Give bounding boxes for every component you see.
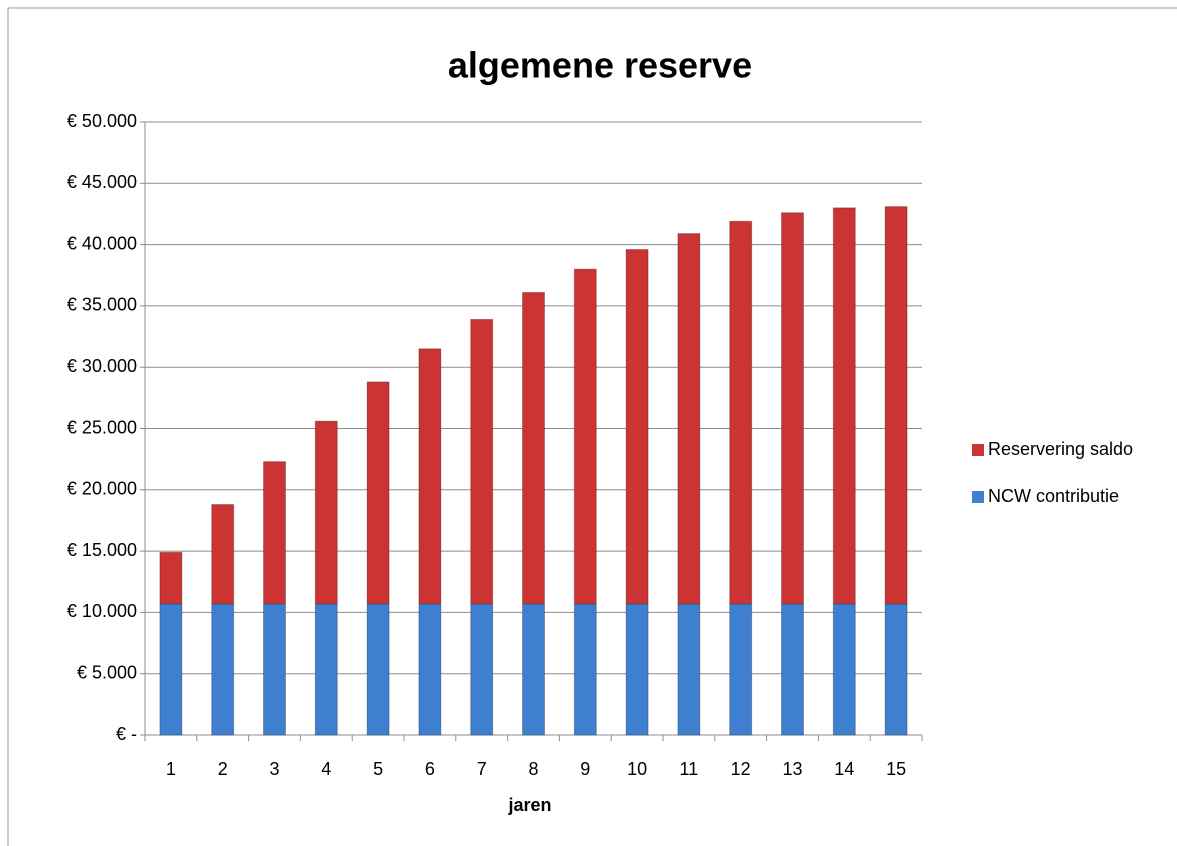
bar-segment (418, 603, 442, 736)
y-tick-label: € 10.000 (67, 601, 137, 621)
x-tick-label: 11 (680, 759, 699, 779)
bar-segment (573, 603, 597, 736)
bar-segment (573, 268, 597, 605)
x-tick-label: 5 (373, 759, 383, 779)
y-tick-label: € 25.000 (67, 417, 137, 437)
y-tick-label: € 40.000 (67, 233, 137, 253)
x-tick-label: 15 (886, 759, 906, 779)
y-tick-label: € 30.000 (67, 356, 137, 376)
bar-segment (781, 603, 804, 736)
chart-frame (7, 7, 1177, 846)
y-tick-label: € 50.000 (67, 111, 137, 131)
x-tick-label: 10 (627, 759, 647, 779)
x-tick-label: 13 (782, 759, 802, 779)
bar-segment (677, 233, 701, 605)
bar-segment (314, 603, 338, 736)
y-tick-label: € 35.000 (67, 295, 137, 315)
bar-segment (884, 603, 908, 736)
bar-segment (263, 603, 286, 736)
bar-segment (832, 603, 856, 736)
bar-segment (470, 318, 494, 605)
legend-swatch (972, 444, 984, 456)
bar-segment (470, 603, 494, 736)
bar-segment (781, 212, 804, 605)
bar-segment (832, 207, 856, 605)
x-tick-label: 14 (834, 759, 854, 779)
x-tick-label: 3 (269, 759, 279, 779)
legend-label: Reservering saldo (988, 439, 1133, 459)
bar-segment (366, 603, 390, 736)
bar-segment (677, 603, 701, 736)
x-axis-label: jaren (507, 795, 551, 815)
bar-segment (729, 220, 753, 605)
bar-segment (263, 461, 286, 605)
x-tick-label: 12 (731, 759, 751, 779)
x-tick-label: 9 (580, 759, 590, 779)
y-tick-label: € 20.000 (67, 479, 137, 499)
bar-segment (211, 603, 235, 736)
bar-segment (625, 603, 649, 736)
y-tick-label: € 15.000 (67, 540, 137, 560)
bar-segment (522, 603, 545, 736)
bar-segment (159, 603, 183, 736)
bar-segment (729, 603, 753, 736)
y-tick-label: € 5.000 (77, 662, 137, 682)
x-tick-label: 4 (321, 759, 331, 779)
bar-segment (211, 504, 235, 605)
x-tick-label: 7 (477, 759, 487, 779)
y-tick-label: € - (116, 724, 137, 744)
bar-segment (366, 381, 390, 605)
bar-segment (418, 348, 442, 605)
legend-label: NCW contributie (988, 486, 1119, 506)
bar-segment (884, 206, 908, 605)
x-tick-label: 6 (425, 759, 435, 779)
x-tick-label: 2 (218, 759, 228, 779)
chart-title: algemene reserve (448, 45, 752, 86)
bar-segment (314, 420, 338, 605)
x-tick-label: 1 (166, 759, 176, 779)
legend-swatch (972, 491, 984, 503)
bar-segment (522, 291, 545, 605)
bar-segment (625, 249, 649, 605)
bar-segment (159, 551, 183, 605)
y-tick-label: € 45.000 (67, 172, 137, 192)
x-tick-label: 8 (528, 759, 538, 779)
